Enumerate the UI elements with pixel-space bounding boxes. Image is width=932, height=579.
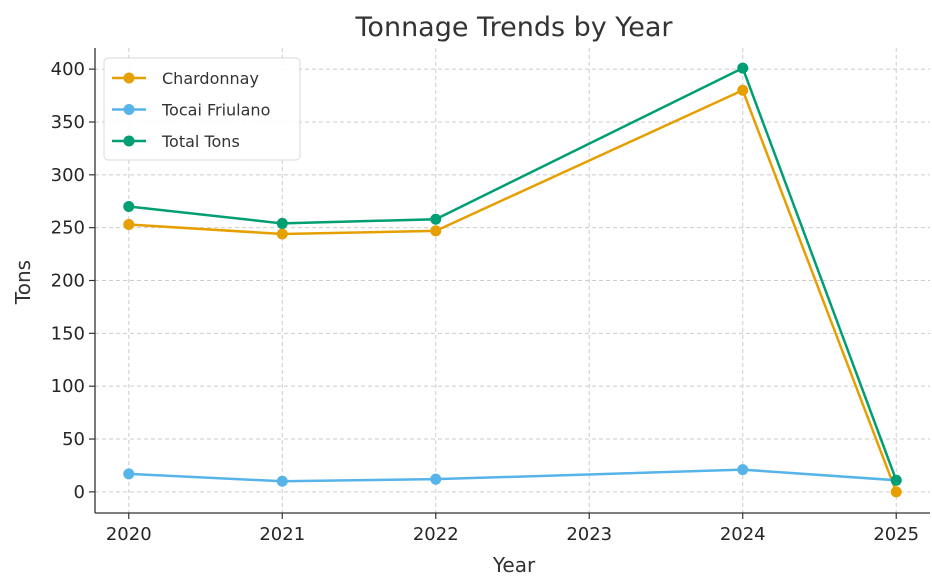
data-point-total-tons	[737, 62, 749, 74]
legend: Chardonnay Tocai Friulano Total Tons	[103, 57, 301, 161]
legend-label-chardonnay: Chardonnay	[162, 69, 259, 88]
legend-label-tocai-friulano: Tocai Friulano	[161, 101, 270, 120]
data-point-tocai-friulano	[430, 473, 442, 485]
legend-marker-chardonnay	[123, 72, 135, 84]
chart-title: Tonnage Trends by Year	[355, 12, 674, 43]
series-group	[123, 62, 902, 498]
data-point-tocai-friulano	[123, 468, 135, 480]
data-point-chardonnay	[890, 486, 902, 498]
data-point-total-tons	[123, 201, 135, 213]
y-tick-label: 0	[74, 482, 85, 503]
x-tick-label: 2021	[259, 524, 305, 545]
y-ticks: 0 50 100 150 200 250 300 350 400	[51, 59, 95, 503]
x-tick-label: 2022	[413, 524, 459, 545]
data-point-chardonnay	[737, 84, 749, 96]
y-tick-label: 300	[51, 165, 85, 186]
y-tick-label: 150	[51, 323, 85, 344]
grid	[95, 48, 930, 513]
x-tick-label: 2024	[720, 524, 766, 545]
legend-marker-total-tons	[123, 135, 135, 147]
y-tick-label: 100	[51, 376, 85, 397]
data-point-tocai-friulano	[276, 475, 288, 487]
y-tick-label: 400	[51, 59, 85, 80]
y-tick-label: 50	[62, 429, 85, 450]
legend-marker-tocai-friulano	[123, 104, 135, 115]
legend-box	[103, 57, 301, 161]
data-point-total-tons	[430, 213, 442, 225]
data-point-total-tons	[276, 217, 288, 229]
y-axis-label: Tons	[11, 260, 35, 305]
data-point-chardonnay	[430, 225, 442, 237]
x-tick-label: 2025	[873, 524, 919, 545]
data-point-total-tons	[890, 474, 902, 486]
x-ticks: 2020 2021 2022 2023 2024 2025	[106, 513, 919, 545]
legend-label-total-tons: Total Tons	[161, 132, 240, 151]
x-tick-label: 2023	[566, 524, 612, 545]
y-tick-label: 250	[51, 218, 85, 239]
x-axis-label: Year	[492, 553, 536, 577]
x-tick-label: 2020	[106, 524, 152, 545]
data-point-chardonnay	[123, 218, 135, 230]
y-tick-label: 200	[51, 271, 85, 292]
data-point-chardonnay	[276, 228, 288, 240]
y-tick-label: 350	[51, 112, 85, 133]
data-point-tocai-friulano	[737, 464, 749, 476]
